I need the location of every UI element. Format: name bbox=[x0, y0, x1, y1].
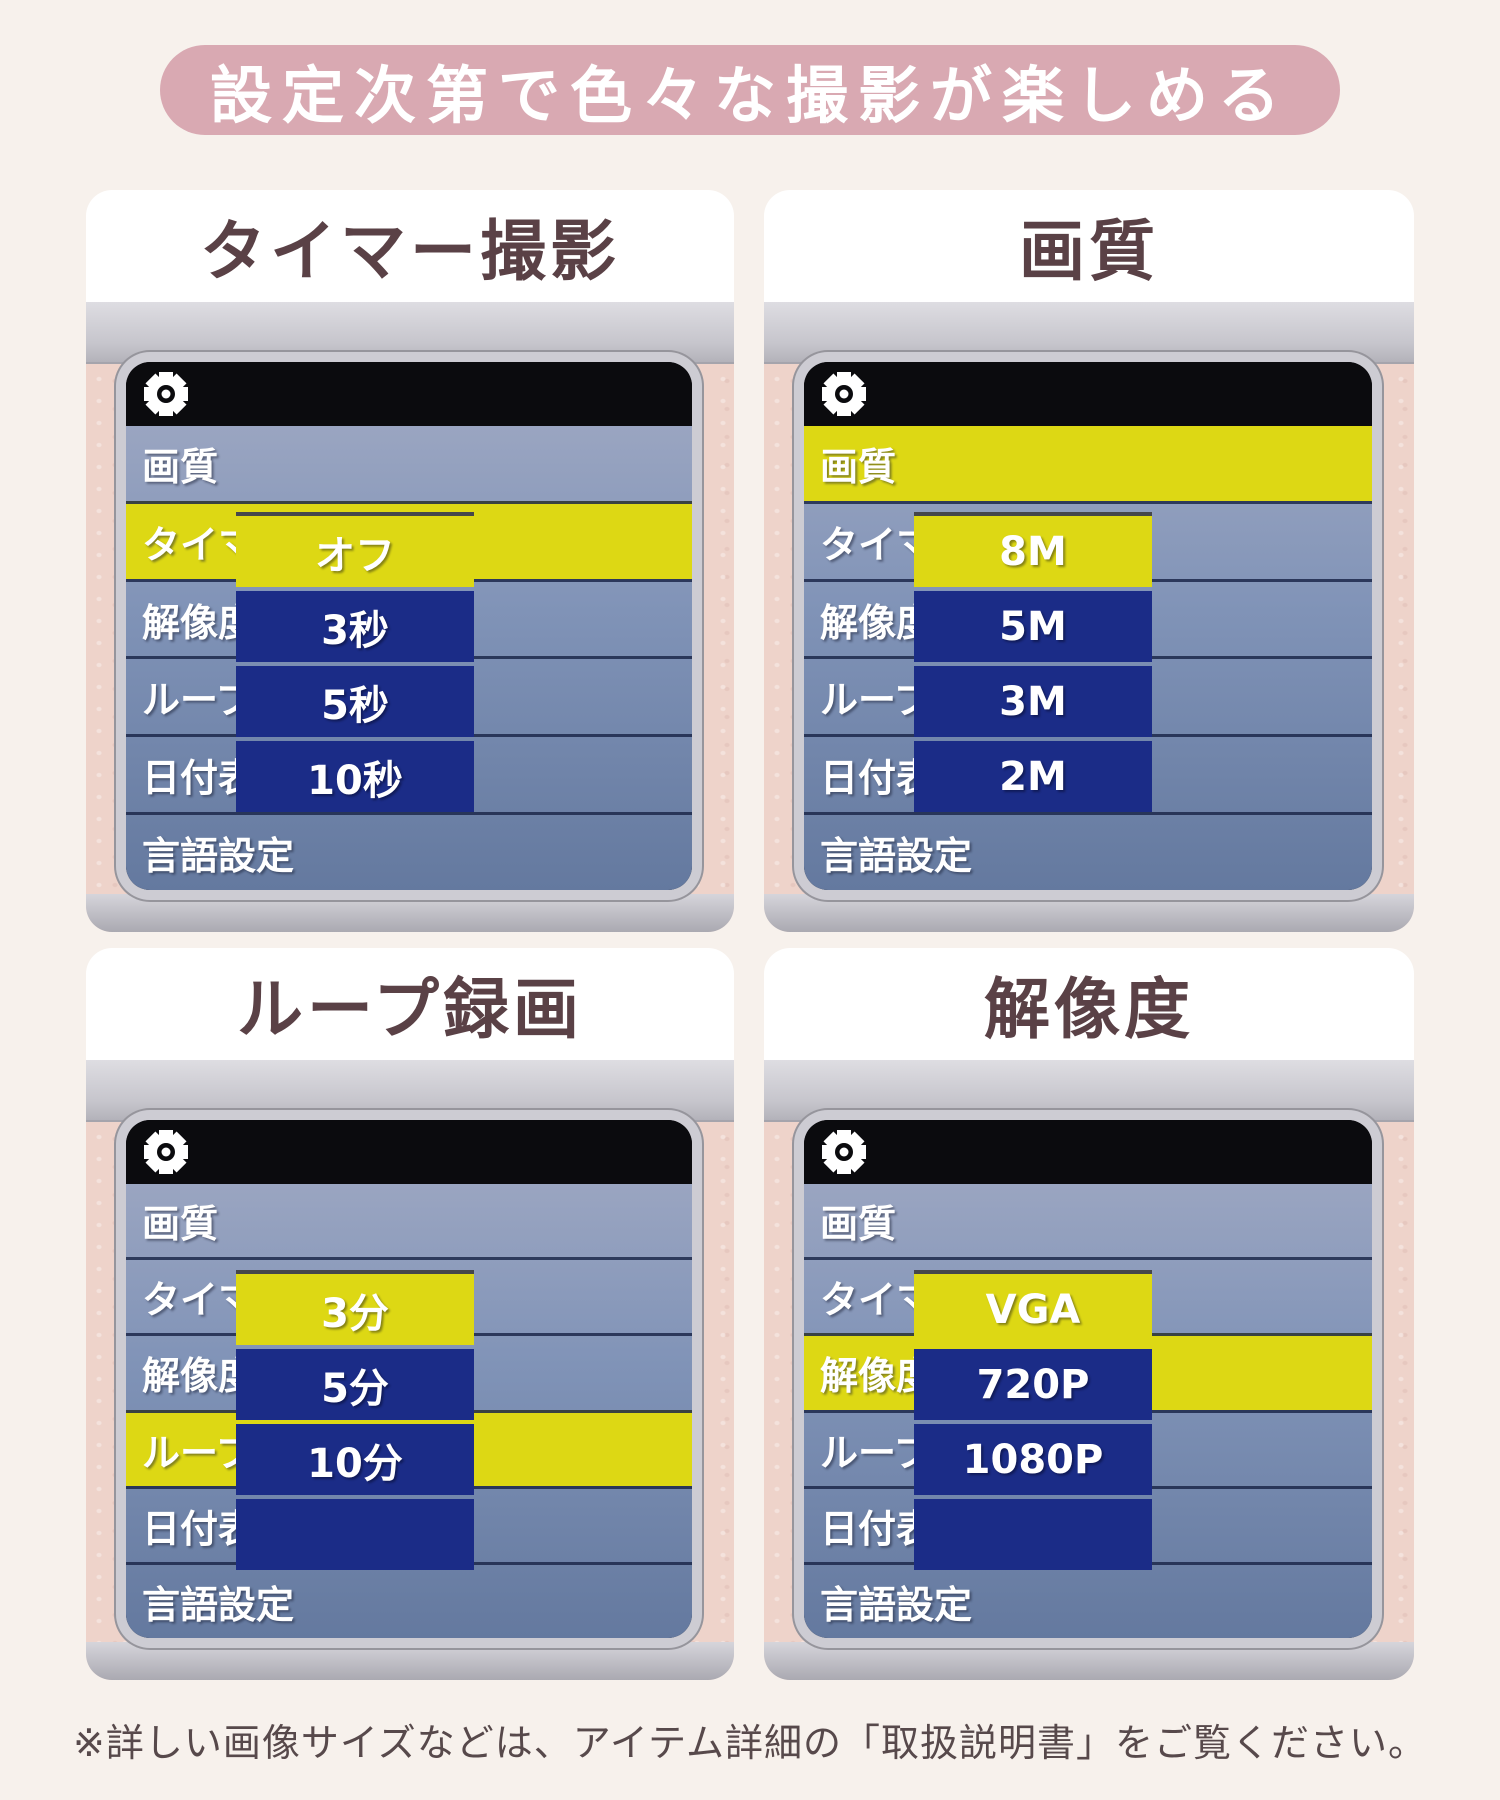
dropdown-option: 2M bbox=[914, 741, 1152, 812]
lcd-screen: 画質 タイマ 解像度 ループ 日付表 言語設定 オフ 3秒 5秒 10秒 bbox=[126, 362, 692, 890]
dropdown-option: 720P bbox=[914, 1349, 1152, 1420]
promo-banner: 設定次第で色々な撮影が楽しめる bbox=[160, 45, 1340, 135]
dropdown-option-selected: 3分 bbox=[236, 1274, 474, 1345]
menu-row-label: ループ bbox=[142, 678, 254, 723]
dropdown-option-selected: 8M bbox=[914, 516, 1152, 587]
camera-photo: 画質 タイマ 解像度 ループ 日付表 言語設定 VGA 720P 1080P bbox=[764, 1060, 1414, 1680]
camera-metal-frame bbox=[86, 302, 734, 364]
lcd-screen: 画質 タイマ 解像度 ループ 日付表 言語設定 8M 5M 3M 2M bbox=[804, 362, 1372, 890]
camera-metal-frame-bottom bbox=[764, 894, 1414, 932]
menu-row-label: ループ bbox=[142, 1430, 254, 1475]
panel-title: 画質 bbox=[1019, 213, 1159, 290]
panel-title: ループ録画 bbox=[236, 971, 584, 1048]
menu-row-language: 言語設定 bbox=[126, 812, 692, 890]
lcd-status-bar bbox=[126, 1120, 692, 1184]
dropdown-option-selected: VGA bbox=[914, 1274, 1152, 1345]
menu-row-label: 言語設定 bbox=[142, 834, 295, 879]
gear-icon bbox=[144, 372, 188, 416]
gear-icon bbox=[144, 1130, 188, 1174]
dropdown-option-selected: オフ bbox=[236, 516, 474, 587]
options-dropdown: 3分 5分 10分 bbox=[236, 1270, 474, 1574]
camera-metal-frame bbox=[764, 1060, 1414, 1122]
options-dropdown: オフ 3秒 5秒 10秒 bbox=[236, 512, 474, 816]
gear-icon bbox=[822, 372, 866, 416]
menu-row-language: 言語設定 bbox=[126, 1561, 692, 1638]
options-dropdown: 8M 5M 3M 2M bbox=[914, 512, 1152, 816]
menu-row-label: 画質 bbox=[142, 1202, 219, 1247]
menu-row-label: 言語設定 bbox=[142, 1582, 295, 1627]
lcd-status-bar bbox=[804, 362, 1372, 426]
panel-card-resolution: 解像度 bbox=[764, 948, 1414, 1680]
menu-row-label: 画質 bbox=[820, 444, 897, 489]
lcd-status-bar bbox=[804, 1120, 1372, 1184]
dropdown-option bbox=[914, 1499, 1152, 1570]
banner-text: 設定次第で色々な撮影が楽しめる bbox=[209, 59, 1290, 132]
menu-row-quality: 画質 bbox=[126, 426, 692, 501]
menu-row-label: 言語設定 bbox=[820, 1582, 973, 1627]
panel-card-timer: タイマー撮影 bbox=[86, 190, 734, 932]
menu-row-quality: 画質 bbox=[804, 426, 1372, 501]
menu-row-label: ループ bbox=[820, 678, 932, 723]
camera-photo: 画質 タイマ 解像度 ループ 日付表 言語設定 オフ 3秒 5秒 10秒 bbox=[86, 302, 734, 932]
panel-title: 解像度 bbox=[984, 971, 1194, 1048]
lcd-screen: 画質 タイマ 解像度 ループ 日付表 言語設定 VGA 720P 1080P bbox=[804, 1120, 1372, 1638]
dropdown-option: 5分 bbox=[236, 1349, 474, 1420]
camera-metal-frame bbox=[86, 1060, 734, 1122]
camera-photo: 画質 タイマ 解像度 ループ 日付表 言語設定 8M 5M 3M 2M bbox=[764, 302, 1414, 932]
menu-row-label: 言語設定 bbox=[820, 834, 973, 879]
dropdown-option: 5秒 bbox=[236, 666, 474, 737]
panel-card-quality: 画質 bbox=[764, 190, 1414, 932]
lcd-screen: 画質 タイマ 解像度 ループ 日付表 言語設定 3分 5分 10分 bbox=[126, 1120, 692, 1638]
menu-row-label: 画質 bbox=[820, 1202, 897, 1247]
lcd-status-bar bbox=[126, 362, 692, 426]
camera-metal-frame-bottom bbox=[764, 1642, 1414, 1680]
camera-metal-frame-bottom bbox=[86, 894, 734, 932]
camera-metal-frame-bottom bbox=[86, 1642, 734, 1680]
menu-row-label: ループ bbox=[820, 1430, 932, 1475]
dropdown-option: 10秒 bbox=[236, 741, 474, 812]
dropdown-option: 1080P bbox=[914, 1424, 1152, 1495]
options-dropdown: VGA 720P 1080P bbox=[914, 1270, 1152, 1574]
menu-row-label: 画質 bbox=[142, 444, 219, 489]
camera-metal-frame bbox=[764, 302, 1414, 364]
menu-row-language: 言語設定 bbox=[804, 812, 1372, 890]
panel-card-loop: ループ録画 bbox=[86, 948, 734, 1680]
menu-row-quality: 画質 bbox=[126, 1184, 692, 1257]
gear-icon bbox=[822, 1130, 866, 1174]
footnote: ※詳しい画像サイズなどは、アイテム詳細の「取扱説明書」をご覧ください。 bbox=[73, 1721, 1427, 1765]
dropdown-option: 10分 bbox=[236, 1424, 474, 1495]
dropdown-option bbox=[236, 1499, 474, 1570]
dropdown-option: 3M bbox=[914, 666, 1152, 737]
dropdown-option: 5M bbox=[914, 591, 1152, 662]
dropdown-option: 3秒 bbox=[236, 591, 474, 662]
camera-photo: 画質 タイマ 解像度 ループ 日付表 言語設定 3分 5分 10分 bbox=[86, 1060, 734, 1680]
panel-title: タイマー撮影 bbox=[200, 213, 620, 290]
menu-row-quality: 画質 bbox=[804, 1184, 1372, 1257]
